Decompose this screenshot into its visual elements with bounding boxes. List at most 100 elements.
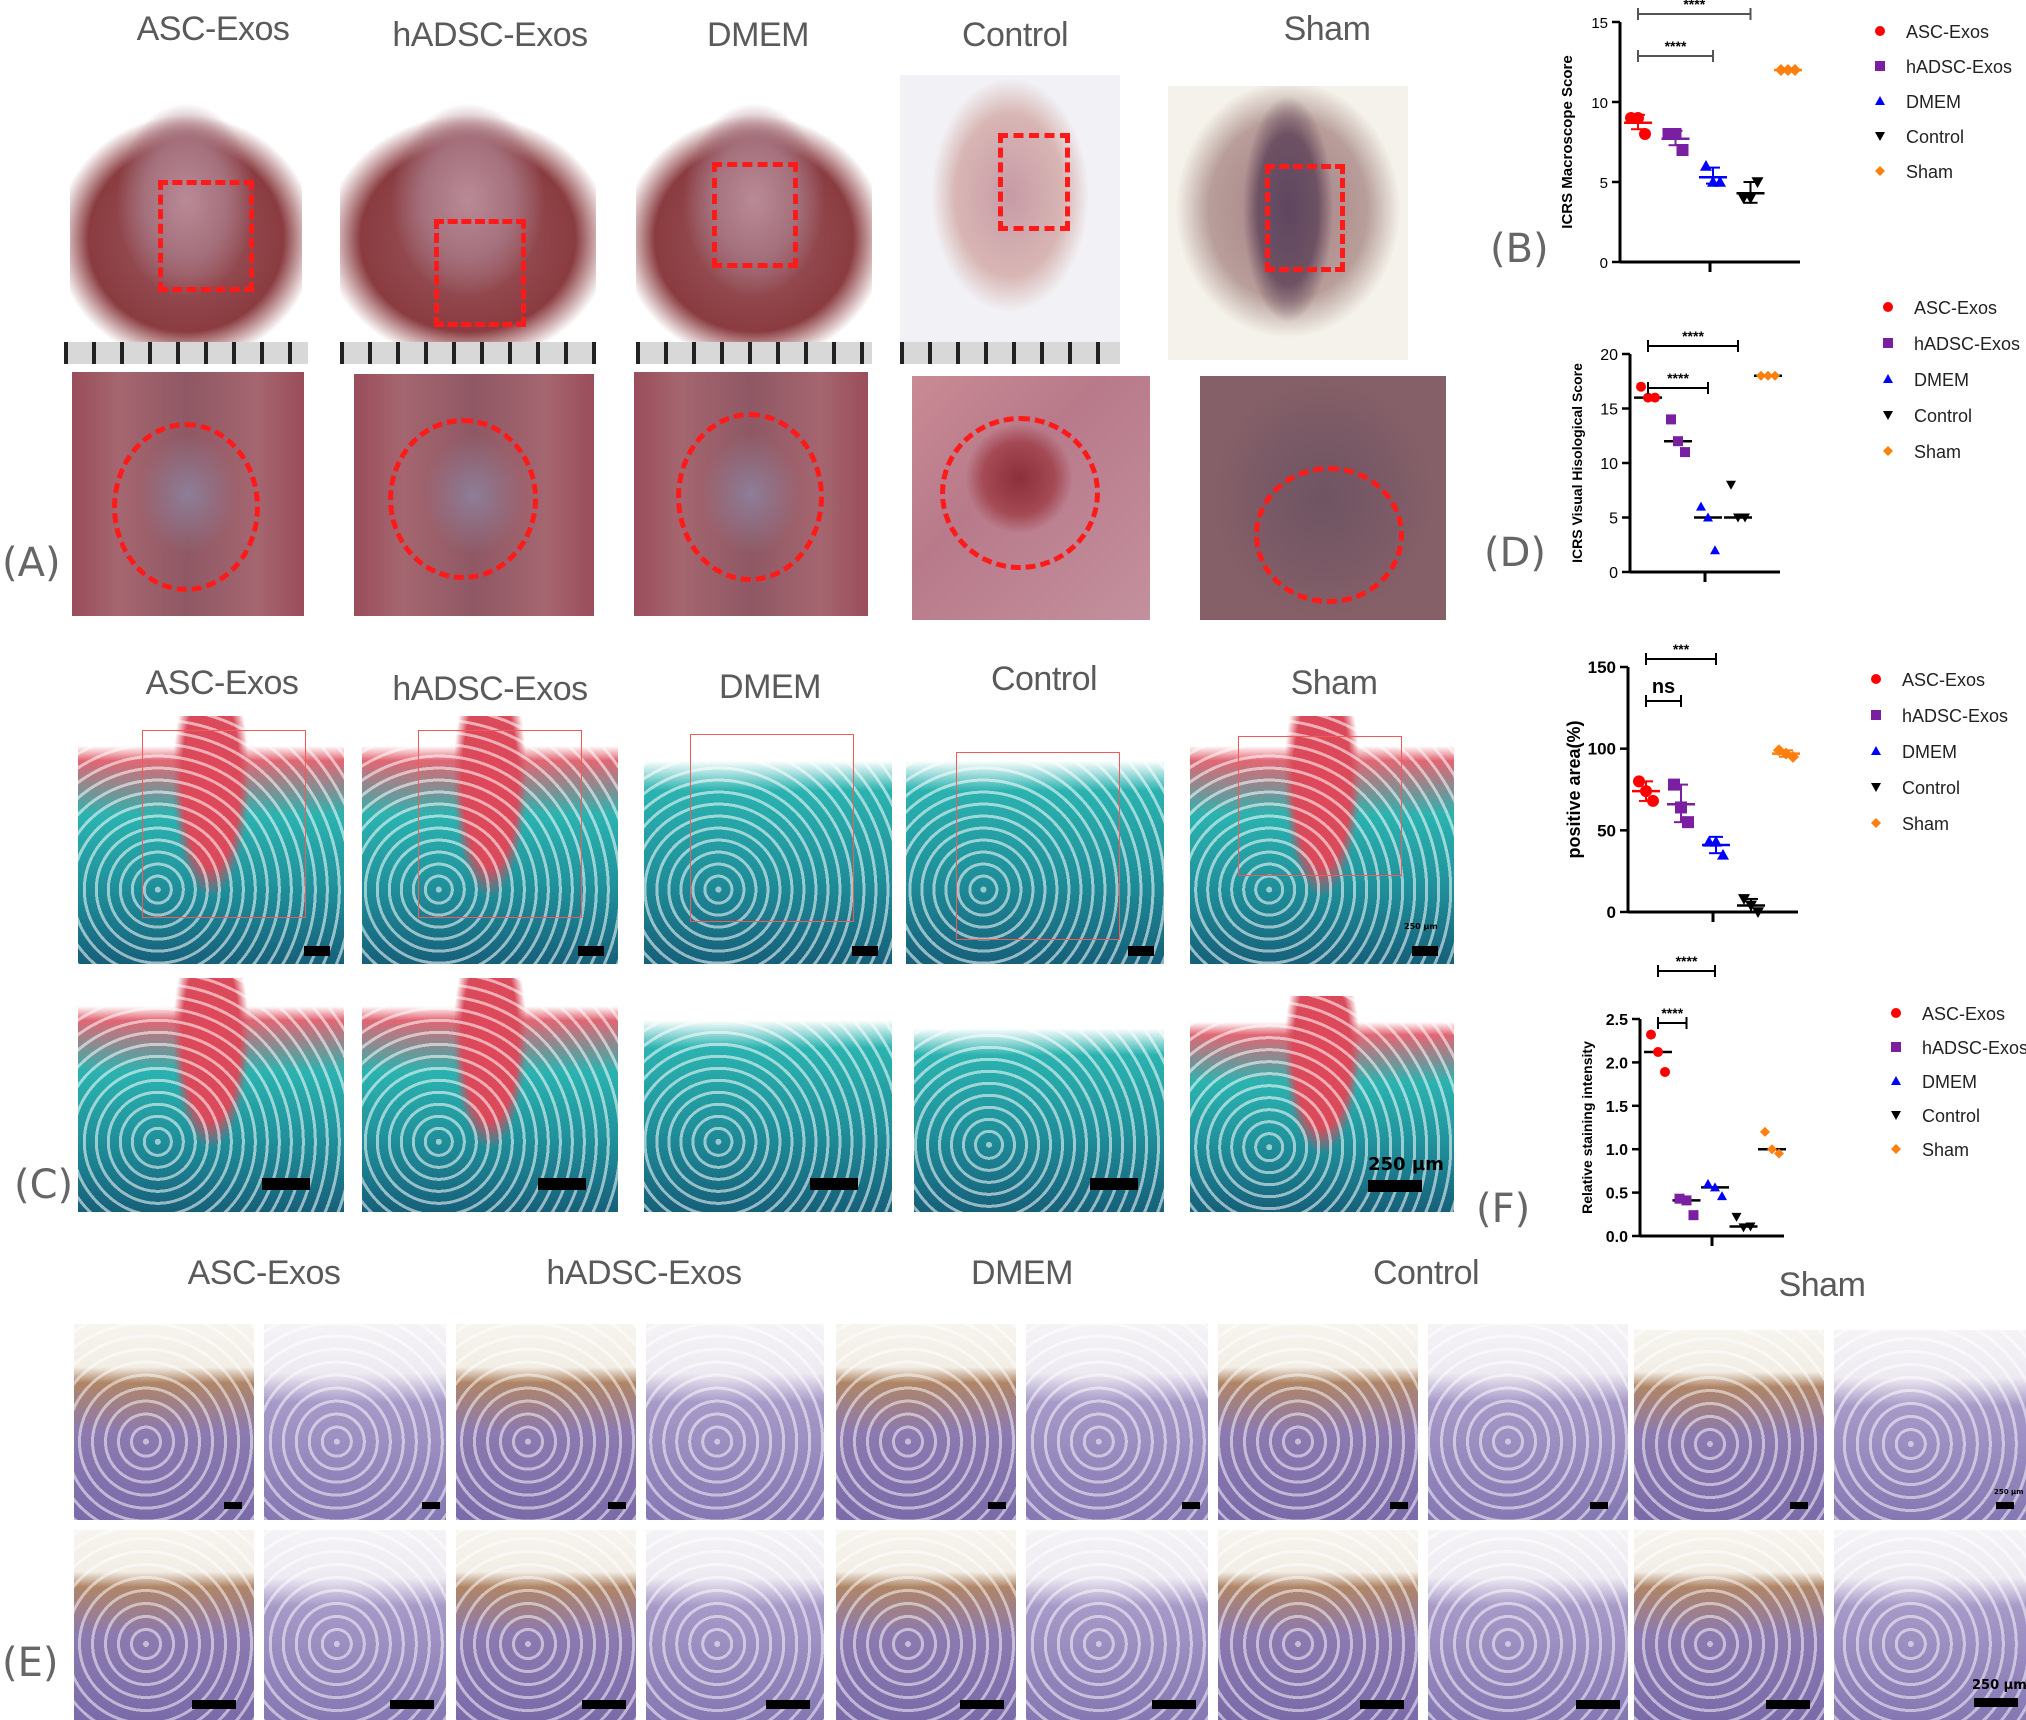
significance-label: **** <box>1683 0 1705 12</box>
data-point-dmem <box>1717 1191 1727 1201</box>
y-tick-label: 150 <box>1588 658 1616 677</box>
legend-label-sham: Sham <box>1922 1140 1969 1160</box>
panel-label-e: (E) <box>2 1640 59 1686</box>
y-tick-label: 0 <box>1609 565 1618 582</box>
data-point-control <box>1726 480 1736 490</box>
safo-overview-control <box>906 716 1164 964</box>
ihc-overview-dmem-stained <box>836 1324 1016 1520</box>
chart-icrs-histological: 0 5 10 15 20 ICRS Visual Hisological Score ***… <box>1569 298 2020 582</box>
panel-a-title-asc-exos: ASC-Exos <box>136 10 290 48</box>
scale-bar <box>224 1502 242 1509</box>
scale-bar-label: 250 µm <box>1972 1678 2026 1693</box>
legend-label-sham: Sham <box>1902 814 1949 834</box>
data-point-dmem <box>1714 176 1726 187</box>
panel-e-title-dmem: DMEM <box>971 1254 1073 1292</box>
y-tick-label: 1.0 <box>1606 1142 1628 1159</box>
panel-c-title-dmem: DMEM <box>719 668 821 706</box>
significance-label: **** <box>1661 1005 1683 1021</box>
data-point-hadsc-exos <box>1675 801 1687 814</box>
scale-ruler <box>340 342 596 364</box>
data-point-asc-exos <box>1647 794 1659 807</box>
scale-ruler <box>900 342 1120 364</box>
data-point-hadsc-exos <box>1682 816 1694 829</box>
y-tick-label: 10 <box>1600 456 1618 473</box>
significance-label: ns <box>1652 676 1675 698</box>
legend-label-sham: Sham <box>1906 162 1953 182</box>
data-point-control <box>1744 193 1757 204</box>
ihc-overview-control-control <box>1428 1324 1628 1520</box>
scale-bar <box>1152 1700 1196 1709</box>
safo-zoom-sham: 250 µm <box>1190 996 1454 1212</box>
chart-relative-staining: 0.0 0.5 1.0 1.5 2.0 2.5 Relative staining inte… <box>1579 953 2026 1246</box>
roi-box <box>998 133 1070 231</box>
legend-label-dmem: DMEM <box>1906 92 1961 112</box>
safo-overview-dmem <box>644 716 892 964</box>
safo-zoom-hadsc-exos <box>362 978 618 1212</box>
y-tick-label: 0 <box>1607 903 1616 922</box>
data-point-control <box>1745 900 1757 912</box>
ihc-zoom-sham-control: 250 µm <box>1834 1530 2026 1720</box>
data-point-control <box>1738 1223 1749 1233</box>
legend-marker-dmem <box>1891 1076 1901 1085</box>
ihc-zoom-hadsc-exos-control <box>646 1530 824 1720</box>
ihc-zoom-asc-exos-control <box>264 1530 446 1720</box>
y-tick-label: 15 <box>1591 15 1608 32</box>
data-point-dmem <box>1717 848 1729 860</box>
data-point-hadsc-exos <box>1668 778 1680 791</box>
data-point-asc-exos <box>1643 392 1653 403</box>
legend-label-asc-exos: ASC-Exos <box>1902 670 1985 690</box>
scale-bar <box>1766 1700 1810 1709</box>
data-point-dmem <box>1710 1182 1720 1192</box>
panel-e-title-asc-exos: ASC-Exos <box>187 1254 341 1292</box>
scale-bar <box>1790 1502 1808 1509</box>
data-point-hadsc-exos <box>1681 1195 1692 1206</box>
ihc-zoom-control-stained <box>1218 1530 1418 1720</box>
y-axis-label: ICRS Visual Hisological Score <box>1569 363 1585 563</box>
panel-label-c: (C) <box>14 1162 74 1208</box>
y-axis-label: ICRS Macroscope Score <box>1559 55 1576 228</box>
roi-circle <box>112 422 260 592</box>
ihc-overview-hadsc-exos-control <box>646 1324 824 1520</box>
legend-marker-hadsc-exos <box>1875 61 1885 71</box>
data-point-sham <box>1760 1126 1770 1137</box>
data-point-asc-exos <box>1653 1046 1663 1057</box>
legend-marker-asc-exos <box>1891 1008 1901 1018</box>
knee-photo-dmem <box>636 84 872 342</box>
legend-marker-hadsc-exos <box>1871 710 1881 720</box>
scale-ruler <box>636 342 872 364</box>
scale-bar <box>1576 1700 1620 1709</box>
legend-label-dmem: DMEM <box>1902 742 1957 762</box>
panel-a-title-dmem: DMEM <box>707 16 809 54</box>
y-tick-label: 5 <box>1609 511 1618 528</box>
panel-e-title-hadsc-exos: hADSC-Exos <box>546 1254 742 1292</box>
closeup-photo-sham <box>1200 376 1446 620</box>
legend-label-asc-exos: ASC-Exos <box>1914 298 1997 318</box>
closeup-photo-control <box>912 376 1150 620</box>
data-point-asc-exos <box>1640 785 1652 798</box>
data-point-sham <box>1782 64 1794 76</box>
data-point-sham <box>1775 64 1787 76</box>
significance-label: **** <box>1682 328 1704 344</box>
scale-bar <box>1128 946 1154 956</box>
y-tick-label: 2.5 <box>1606 1012 1628 1029</box>
panel-a-title-control: Control <box>961 16 1069 54</box>
closeup-photo-dmem <box>634 372 868 616</box>
data-point-control <box>1738 894 1750 905</box>
data-point-sham <box>1763 370 1773 381</box>
panel-c-title-control: Control <box>990 660 1098 698</box>
roi-box <box>434 219 526 327</box>
scale-bar <box>852 946 878 956</box>
zoom-region-box <box>418 730 582 918</box>
data-point-asc-exos <box>1650 392 1660 403</box>
legend-marker-asc-exos <box>1875 26 1885 36</box>
legend-marker-sham <box>1883 446 1893 456</box>
zoom-region-box <box>956 752 1120 940</box>
legend-marker-dmem <box>1883 374 1893 383</box>
legend-label-hadsc-exos: hADSC-Exos <box>1906 57 2012 77</box>
legend-marker-sham <box>1875 166 1885 176</box>
legend-label-control: Control <box>1922 1106 1980 1126</box>
panel-e-title-control: Control <box>1372 1254 1480 1292</box>
scale-bar <box>1182 1502 1200 1509</box>
legend-marker-control <box>1891 1111 1901 1120</box>
scale-bar <box>1390 1502 1408 1509</box>
